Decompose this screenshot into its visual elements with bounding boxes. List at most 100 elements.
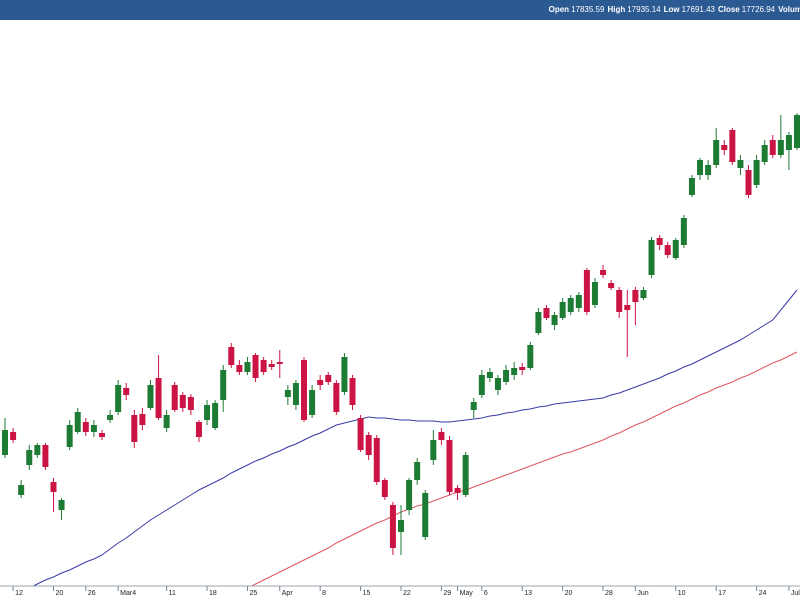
candle-body — [325, 375, 332, 382]
candle-body — [252, 355, 259, 378]
x-tick-label: 29 — [443, 590, 451, 597]
x-tick-label: May — [460, 590, 474, 597]
quote-label: High — [607, 5, 626, 14]
candle-body — [365, 435, 372, 455]
candle-body — [422, 493, 429, 537]
candle-body — [664, 245, 671, 255]
candle-body — [430, 440, 437, 460]
candle-body — [244, 362, 251, 372]
candle-body — [341, 357, 348, 392]
candle-body — [616, 290, 623, 312]
quote-value: 17935.14 — [627, 5, 661, 14]
candle-body — [58, 500, 65, 510]
candle-body — [195, 422, 202, 437]
candle-body — [187, 397, 194, 410]
candle-body — [777, 140, 784, 155]
candle-body — [66, 425, 73, 447]
candle-body — [220, 370, 227, 400]
candle-body — [179, 395, 186, 408]
candle-body — [389, 505, 396, 548]
candle-body — [260, 360, 267, 372]
candle-body — [478, 375, 485, 395]
candle-body — [705, 165, 712, 175]
candle-body — [527, 345, 534, 368]
candle-body — [680, 218, 687, 245]
x-tick-label: 28 — [605, 590, 613, 597]
x-tick-label: 25 — [249, 590, 257, 597]
candle-body — [600, 270, 607, 275]
candle-body — [18, 485, 25, 495]
moving-averages — [29, 289, 798, 589]
candle-body — [10, 432, 17, 440]
x-tick-label: 11 — [169, 590, 176, 597]
candle-body — [624, 305, 631, 310]
x-tick-label: 15 — [363, 590, 371, 597]
candle-body — [713, 140, 720, 165]
candle-body — [406, 480, 413, 510]
candle-body — [309, 390, 316, 415]
candle-body — [34, 445, 41, 455]
candle-body — [50, 482, 57, 492]
ma-line — [29, 289, 798, 589]
candle-body — [82, 422, 89, 432]
x-tick-label: 8 — [322, 590, 326, 597]
candle-body — [729, 130, 736, 162]
x-tick-label: 13 — [524, 590, 532, 597]
candle-body — [543, 308, 550, 318]
candle-body — [608, 283, 615, 288]
candle-body — [672, 240, 679, 258]
candle-body — [794, 115, 800, 148]
x-tick-label: 10 — [678, 590, 686, 597]
candle-body — [171, 385, 178, 410]
candle-body — [42, 445, 49, 467]
candle-body — [98, 433, 105, 437]
candle-body — [139, 414, 146, 425]
candle-body — [721, 145, 728, 150]
quote-value: 17691.43 — [681, 5, 715, 14]
candle-body — [276, 362, 283, 364]
candle-body — [381, 480, 388, 497]
candle-body — [301, 360, 308, 420]
candle-body — [123, 388, 130, 395]
x-tick-label: 26 — [88, 590, 96, 597]
candle-body — [414, 462, 421, 480]
candle-body — [147, 385, 154, 408]
candle-body — [737, 160, 744, 168]
candle-body — [761, 145, 768, 162]
candle-body — [107, 415, 114, 420]
quote-label: Close — [717, 5, 740, 14]
candle-body — [567, 298, 574, 312]
candle-body — [656, 238, 663, 245]
candle-body — [511, 368, 518, 375]
quote-values: Open 17835.59 High 17935.14 Low 17691.43 Close… — [546, 0, 800, 20]
candle-body — [494, 378, 501, 390]
candle-body — [90, 425, 97, 432]
candle-body — [688, 178, 695, 195]
candle-body — [462, 455, 469, 495]
candle-body — [438, 432, 445, 440]
x-tick-label: Mar4 — [120, 590, 136, 597]
quote-label: Open — [548, 5, 570, 14]
candle-body — [486, 372, 493, 378]
x-tick-label: 6 — [484, 590, 488, 597]
quote-label: Low — [663, 5, 680, 14]
candle-body — [753, 160, 760, 185]
candle-body — [503, 370, 510, 382]
candle-body — [163, 415, 170, 428]
candle-body — [559, 302, 566, 318]
candle-body — [155, 378, 162, 418]
candle-body — [519, 367, 526, 370]
candle-body — [551, 315, 558, 325]
candle-body — [632, 290, 639, 302]
ma-line — [247, 351, 798, 589]
candle-body — [268, 364, 275, 367]
candle-body — [333, 383, 340, 412]
candle-body — [204, 405, 211, 420]
candle-body — [26, 450, 33, 465]
candle-body — [284, 390, 291, 397]
x-tick-label: 22 — [403, 590, 411, 597]
candles — [2, 113, 800, 555]
candle-body — [745, 170, 752, 195]
candle-body — [373, 438, 380, 482]
